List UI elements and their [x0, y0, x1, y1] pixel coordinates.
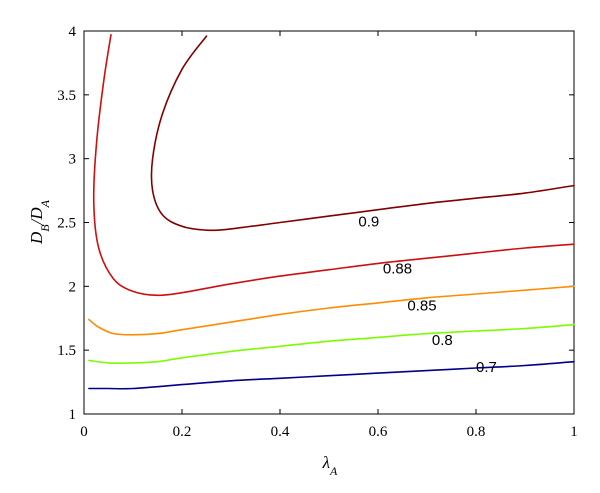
- y-axis-title-sub2: A: [38, 199, 52, 208]
- x-tick-label: 1: [570, 424, 578, 440]
- contour-line-0-85: [88, 285, 575, 336]
- y-axis-title: DB/DA: [27, 199, 52, 245]
- y-axis-title-sub1: B: [38, 224, 52, 232]
- svg-text:DB/DA: DB/DA: [27, 199, 52, 245]
- y-tick-label: 1: [69, 407, 77, 423]
- contour-label-0-88: 0.88: [383, 261, 412, 278]
- contour-label-0-7: 0.7: [476, 359, 497, 376]
- contour-line-0-9: [150, 35, 575, 232]
- y-tick-label: 3.5: [57, 88, 76, 104]
- y-axis-title-slash: /D: [27, 207, 46, 226]
- contour-labels: 0.7 0.8 0.85 0.88 0.9: [358, 213, 496, 376]
- x-axis-title-main: λ: [322, 453, 330, 472]
- y-tick-labels: 1 1.5 2 2.5 3 3.5 4: [57, 24, 76, 423]
- x-tick-label: 0.2: [173, 424, 192, 440]
- x-tick-label: 0.8: [467, 424, 486, 440]
- y-axis-title-d1: D: [27, 231, 46, 245]
- contour-lines: [88, 34, 575, 390]
- x-axis-title-sub: A: [329, 464, 338, 478]
- x-axis-title: λA: [322, 453, 338, 478]
- svg-text:λA: λA: [322, 453, 338, 478]
- contour-label-0-85: 0.85: [407, 298, 436, 315]
- y-tick-label: 2.5: [57, 216, 76, 232]
- contour-line-0-88: [92, 34, 575, 297]
- axis-ticks: [83, 30, 575, 415]
- x-tick-labels: 0 0.2 0.4 0.6 0.8 1: [80, 424, 578, 440]
- contour-line-0-7: [88, 360, 575, 390]
- x-tick-label: 0.4: [271, 424, 290, 440]
- y-tick-label: 3: [69, 152, 77, 168]
- x-tick-label: 0.6: [369, 424, 388, 440]
- x-tick-label: 0: [80, 424, 88, 440]
- y-tick-label: 1.5: [57, 343, 76, 359]
- plot-area: 0.7 0.8 0.85 0.88 0.9: [83, 30, 575, 415]
- contour-line-0-8: [88, 323, 575, 364]
- contour-label-0-8: 0.8: [432, 332, 453, 349]
- y-tick-label: 2: [69, 279, 77, 295]
- y-tick-label: 4: [69, 24, 77, 40]
- contour-label-0-9: 0.9: [358, 213, 379, 230]
- plot-frame: [83, 30, 575, 415]
